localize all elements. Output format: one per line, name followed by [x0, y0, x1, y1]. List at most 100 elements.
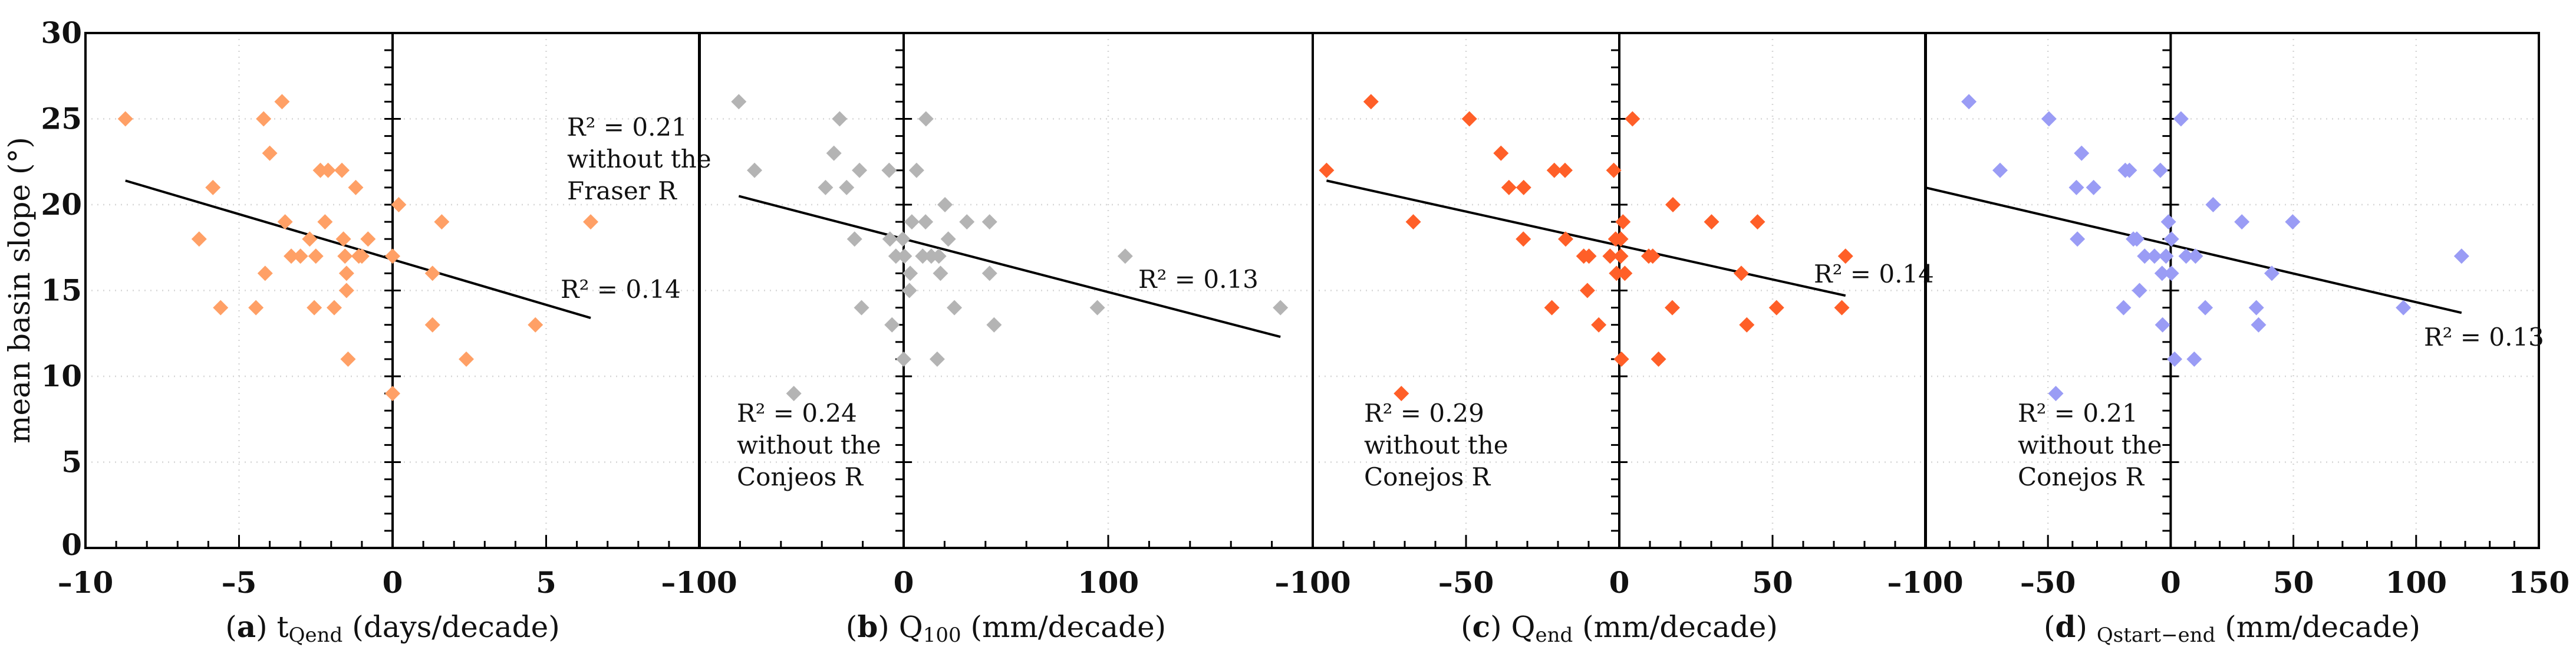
data-point: [340, 351, 356, 367]
data-point: [528, 317, 543, 333]
data-point: [2188, 248, 2203, 264]
data-point: [2178, 248, 2194, 264]
x-tick-label: –10: [58, 565, 114, 600]
data-point: [2155, 317, 2170, 333]
r-squared-annotation: R² = 0.14: [561, 275, 681, 304]
data-point: [854, 300, 869, 316]
x-axis-text: ): [256, 610, 276, 644]
data-point: [205, 179, 221, 195]
x-tick-label: 150: [2508, 565, 2570, 600]
x-axis-title: (a) tQend (days/decade): [225, 609, 560, 647]
data-point: [839, 179, 855, 195]
data-point: [1579, 283, 1595, 298]
data-point: [2086, 179, 2101, 195]
data-point: [1581, 248, 1597, 264]
x-tick-label: 0: [383, 565, 403, 600]
data-point: [918, 111, 934, 127]
data-point: [2163, 265, 2179, 281]
x-axis-subscript: Qstart−end: [2097, 623, 2215, 647]
data-point: [1089, 300, 1105, 316]
data-point: [2167, 351, 2183, 367]
data-point: [1516, 231, 1531, 247]
data-point: [338, 265, 354, 281]
x-tick-label: –100: [1887, 565, 1963, 600]
data-point: [846, 231, 862, 247]
data-point: [1613, 248, 1629, 264]
data-point: [1493, 145, 1509, 161]
data-point: [360, 231, 376, 247]
data-point: [583, 214, 599, 230]
data-point: [940, 231, 956, 247]
panel-letter: d: [2055, 609, 2076, 644]
data-point: [2163, 231, 2179, 247]
data-point: [1557, 162, 1573, 178]
data-point: [2198, 300, 2213, 316]
data-point: [2264, 265, 2279, 281]
data-point: [981, 214, 997, 230]
r-squared-annotation: without the: [737, 431, 881, 459]
x-axis-text: (: [846, 610, 858, 644]
data-point: [904, 214, 920, 230]
panel-letter: a: [237, 609, 256, 644]
x-tick-label: 100: [2386, 565, 2447, 600]
data-point: [1645, 248, 1661, 264]
x-axis-text: t: [277, 610, 289, 644]
data-point: [256, 111, 272, 127]
y-tick-label: 0: [61, 527, 82, 562]
data-point: [937, 197, 953, 212]
trendline: [738, 195, 1281, 339]
data-point: [786, 386, 802, 402]
data-point: [2132, 283, 2147, 298]
x-tick-label: 0: [2160, 565, 2181, 600]
data-point: [933, 265, 948, 281]
data-point: [1837, 248, 1853, 264]
data-point: [1961, 94, 1977, 110]
data-point: [731, 94, 747, 110]
x-axis-text: (: [1461, 610, 1473, 644]
data-point: [2234, 214, 2250, 230]
data-point: [832, 111, 848, 127]
r-squared-annotation: R² = 0.21: [567, 113, 687, 142]
r-squared-annotation: R² = 0.13: [1138, 265, 1259, 294]
r-squared-annotation: without the: [2018, 431, 2162, 459]
x-axis-unit: (mm/decade): [1573, 610, 1778, 644]
data-point: [881, 162, 897, 178]
data-point: [385, 248, 400, 264]
r-squared-annotation: R² = 0.29: [1364, 399, 1484, 428]
data-point: [2248, 300, 2264, 316]
x-tick-label: 0: [894, 565, 914, 600]
x-axis-text: (: [225, 610, 237, 644]
data-point: [1363, 94, 1379, 110]
data-point: [1704, 214, 1719, 230]
r-squared-annotation: without the: [567, 145, 711, 173]
data-point: [2137, 248, 2153, 264]
y-axis-title: mean basin slope (°): [2, 137, 37, 444]
data-point: [1664, 300, 1680, 316]
data-point: [292, 248, 308, 264]
data-point: [2146, 248, 2162, 264]
data-point: [385, 386, 400, 402]
data-point: [981, 265, 997, 281]
data-point: [348, 179, 364, 195]
data-point: [1591, 317, 1607, 333]
panel-c: –100 –50 0 50 R² = 0.29 without the Conejos R R…: [1274, 32, 1934, 647]
data-point: [896, 351, 911, 367]
data-point: [818, 179, 834, 195]
data-point: [2074, 145, 2090, 161]
x-tick-label: –50: [2020, 565, 2076, 600]
data-point: [897, 248, 913, 264]
panel-a: –10 –5 0 5 0 5 10 15 20 25 30 R² = 0.21 without the F…: [41, 15, 711, 647]
data-point: [2068, 179, 2084, 195]
r-squared-annotation: R² = 0.14: [1814, 260, 1934, 288]
data-point: [2251, 317, 2267, 333]
r-squared-annotation: R² = 0.13: [2424, 323, 2544, 352]
x-tick-label: 50: [2273, 565, 2314, 600]
data-point: [1665, 197, 1681, 212]
data-point: [2173, 111, 2189, 127]
x-axis-text: ): [2076, 610, 2097, 644]
data-point: [277, 214, 293, 230]
data-point: [1992, 162, 2008, 178]
data-point: [2205, 197, 2221, 212]
data-point: [1319, 162, 1335, 178]
data-point: [1544, 300, 1560, 316]
